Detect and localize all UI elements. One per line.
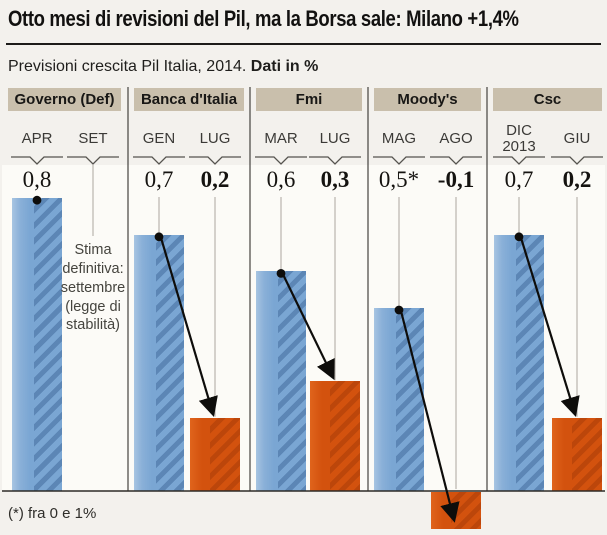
month-label-ago: AGO bbox=[439, 130, 473, 148]
month-label-lug-bi: LUG bbox=[199, 130, 231, 148]
value-label-csc-giu: 0,2 bbox=[562, 167, 592, 192]
definitive-estimate-note: Stima definitiva: settembre (legge di st… bbox=[60, 242, 126, 334]
month-label-dic-2013: DIC 2013 bbox=[502, 122, 536, 155]
panel-header-csc: Csc bbox=[493, 88, 602, 111]
chart-subtitle: Previsioni crescita Pil Italia, 2014. Da… bbox=[8, 58, 318, 76]
bar-moodys-ago bbox=[431, 492, 481, 529]
value-label-bi-gen: 0,7 bbox=[144, 167, 174, 192]
value-label-fmi-mar: 0,6 bbox=[266, 167, 296, 192]
bar-moodys-mag bbox=[374, 308, 424, 491]
bar-bankitalia-gen bbox=[134, 234, 184, 492]
value-label-bi-lug: 0,2 bbox=[200, 167, 230, 192]
month-label-apr: APR bbox=[21, 130, 53, 148]
bar-fmi-mar bbox=[256, 271, 306, 491]
title-rule bbox=[6, 43, 601, 45]
footnote: (*) fra 0 e 1% bbox=[8, 505, 97, 522]
value-label-moodys-ago: -0,1 bbox=[437, 167, 475, 192]
chart-title: Otto mesi di revisioni del Pil, ma la Bo… bbox=[8, 6, 519, 31]
bar-csc-dic2013 bbox=[494, 234, 544, 492]
panel-header-fmi: Fmi bbox=[256, 88, 362, 111]
month-label-gen: GEN bbox=[142, 130, 176, 148]
value-label-moodys-mag: 0,5* bbox=[378, 167, 420, 192]
month-label-mar: MAR bbox=[264, 130, 298, 148]
value-label-csc-dic: 0,7 bbox=[504, 167, 534, 192]
month-label-giu: GIU bbox=[563, 130, 591, 148]
bar-bankitalia-lug bbox=[190, 417, 240, 492]
subtitle-unit: Dati in % bbox=[250, 58, 319, 75]
panel-header-governo: Governo (Def) bbox=[8, 88, 121, 111]
month-label-mag: MAG bbox=[381, 130, 417, 148]
panel-header-banca-italia: Banca d'Italia bbox=[134, 88, 244, 111]
bar-governo-apr bbox=[12, 198, 62, 491]
month-label-lug-fmi: LUG bbox=[319, 130, 351, 148]
value-label-governo-apr: 0,8 bbox=[22, 167, 52, 192]
value-label-fmi-lug: 0,3 bbox=[320, 167, 350, 192]
subtitle-text: Previsioni crescita Pil Italia, 2014. bbox=[8, 58, 247, 75]
panel-header-moodys: Moody's bbox=[374, 88, 481, 111]
bar-csc-giu bbox=[552, 417, 602, 492]
bar-fmi-lug bbox=[310, 381, 360, 491]
month-label-set: SET bbox=[78, 130, 108, 148]
